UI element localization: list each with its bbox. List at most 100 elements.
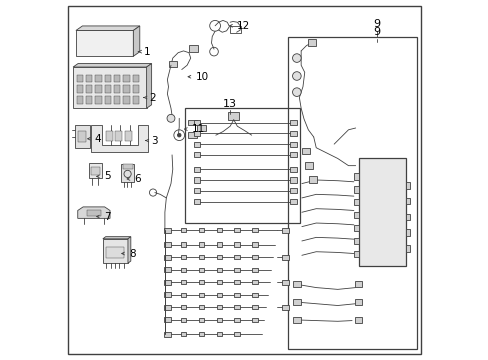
Bar [290,188,296,193]
Bar [290,167,296,172]
Bar [115,131,122,141]
Bar [405,245,409,252]
Circle shape [167,114,175,122]
Text: 13: 13 [223,99,237,109]
Bar [290,120,296,125]
Bar [405,214,409,220]
Bar [292,281,300,287]
Bar [198,332,204,336]
Bar [216,293,222,297]
Bar [164,292,170,297]
Polygon shape [78,207,110,219]
Bar [290,131,296,136]
Bar [132,75,139,82]
Bar [230,26,241,33]
Bar [216,280,222,284]
Text: 2: 2 [149,93,156,103]
Text: 6: 6 [134,174,141,184]
Bar [164,305,170,310]
Bar [193,177,200,183]
Bar [180,255,186,259]
Bar [180,280,186,284]
Bar [123,75,129,82]
Bar [180,242,186,247]
Bar [282,280,288,285]
Bar [234,293,240,297]
Text: 1: 1 [144,46,150,57]
Bar [164,228,170,233]
Bar [234,242,240,247]
Bar [106,131,112,141]
Polygon shape [133,26,140,56]
Bar [292,299,300,305]
Polygon shape [73,63,151,67]
Bar [78,131,86,142]
Circle shape [292,88,301,96]
Bar [282,255,288,260]
Bar [106,247,124,258]
Bar [114,96,120,104]
Text: 5: 5 [104,171,110,181]
Bar [114,75,120,82]
Bar [198,228,204,232]
Bar [169,60,177,67]
Bar [180,332,186,336]
Bar [216,228,222,232]
Bar [252,280,258,284]
Text: 3: 3 [151,136,158,145]
Bar [354,299,362,305]
Bar [193,131,200,136]
Bar [353,212,359,219]
Bar [95,96,102,104]
Bar [162,216,285,348]
Bar [86,75,92,82]
Bar [252,267,258,272]
Bar [86,85,92,93]
Bar [95,75,102,82]
Bar [164,267,170,272]
Bar [185,108,300,223]
Bar [216,242,222,247]
Bar [234,305,240,310]
Bar [104,85,111,93]
Bar [282,228,288,233]
Bar [95,85,102,93]
Bar [234,255,240,259]
Bar [307,39,315,45]
Text: 7: 7 [104,212,110,221]
Bar [198,305,204,310]
Bar [290,177,296,183]
Bar [123,85,129,93]
Bar [132,96,139,104]
Bar [216,255,222,259]
Bar [198,293,204,297]
Bar [405,229,409,236]
Bar [198,267,204,272]
Bar [216,318,222,322]
Bar [234,228,240,232]
Bar [252,242,258,247]
Text: 4: 4 [94,134,101,144]
Bar [180,318,186,322]
Bar [216,332,222,336]
Bar [104,75,111,82]
Bar [234,318,240,322]
Bar [354,281,362,287]
Bar [77,75,83,82]
Bar [353,251,359,257]
Bar [104,96,111,104]
Bar [193,120,200,125]
Bar [292,317,300,323]
Bar [234,332,240,336]
Bar [193,141,200,147]
Bar [164,242,170,247]
Bar [114,85,120,93]
Bar [86,96,92,104]
Bar [198,242,204,247]
Bar [228,112,239,120]
Bar [193,188,200,193]
Bar [353,225,359,231]
Bar [252,228,258,232]
Bar [405,182,409,189]
Bar [193,199,200,204]
